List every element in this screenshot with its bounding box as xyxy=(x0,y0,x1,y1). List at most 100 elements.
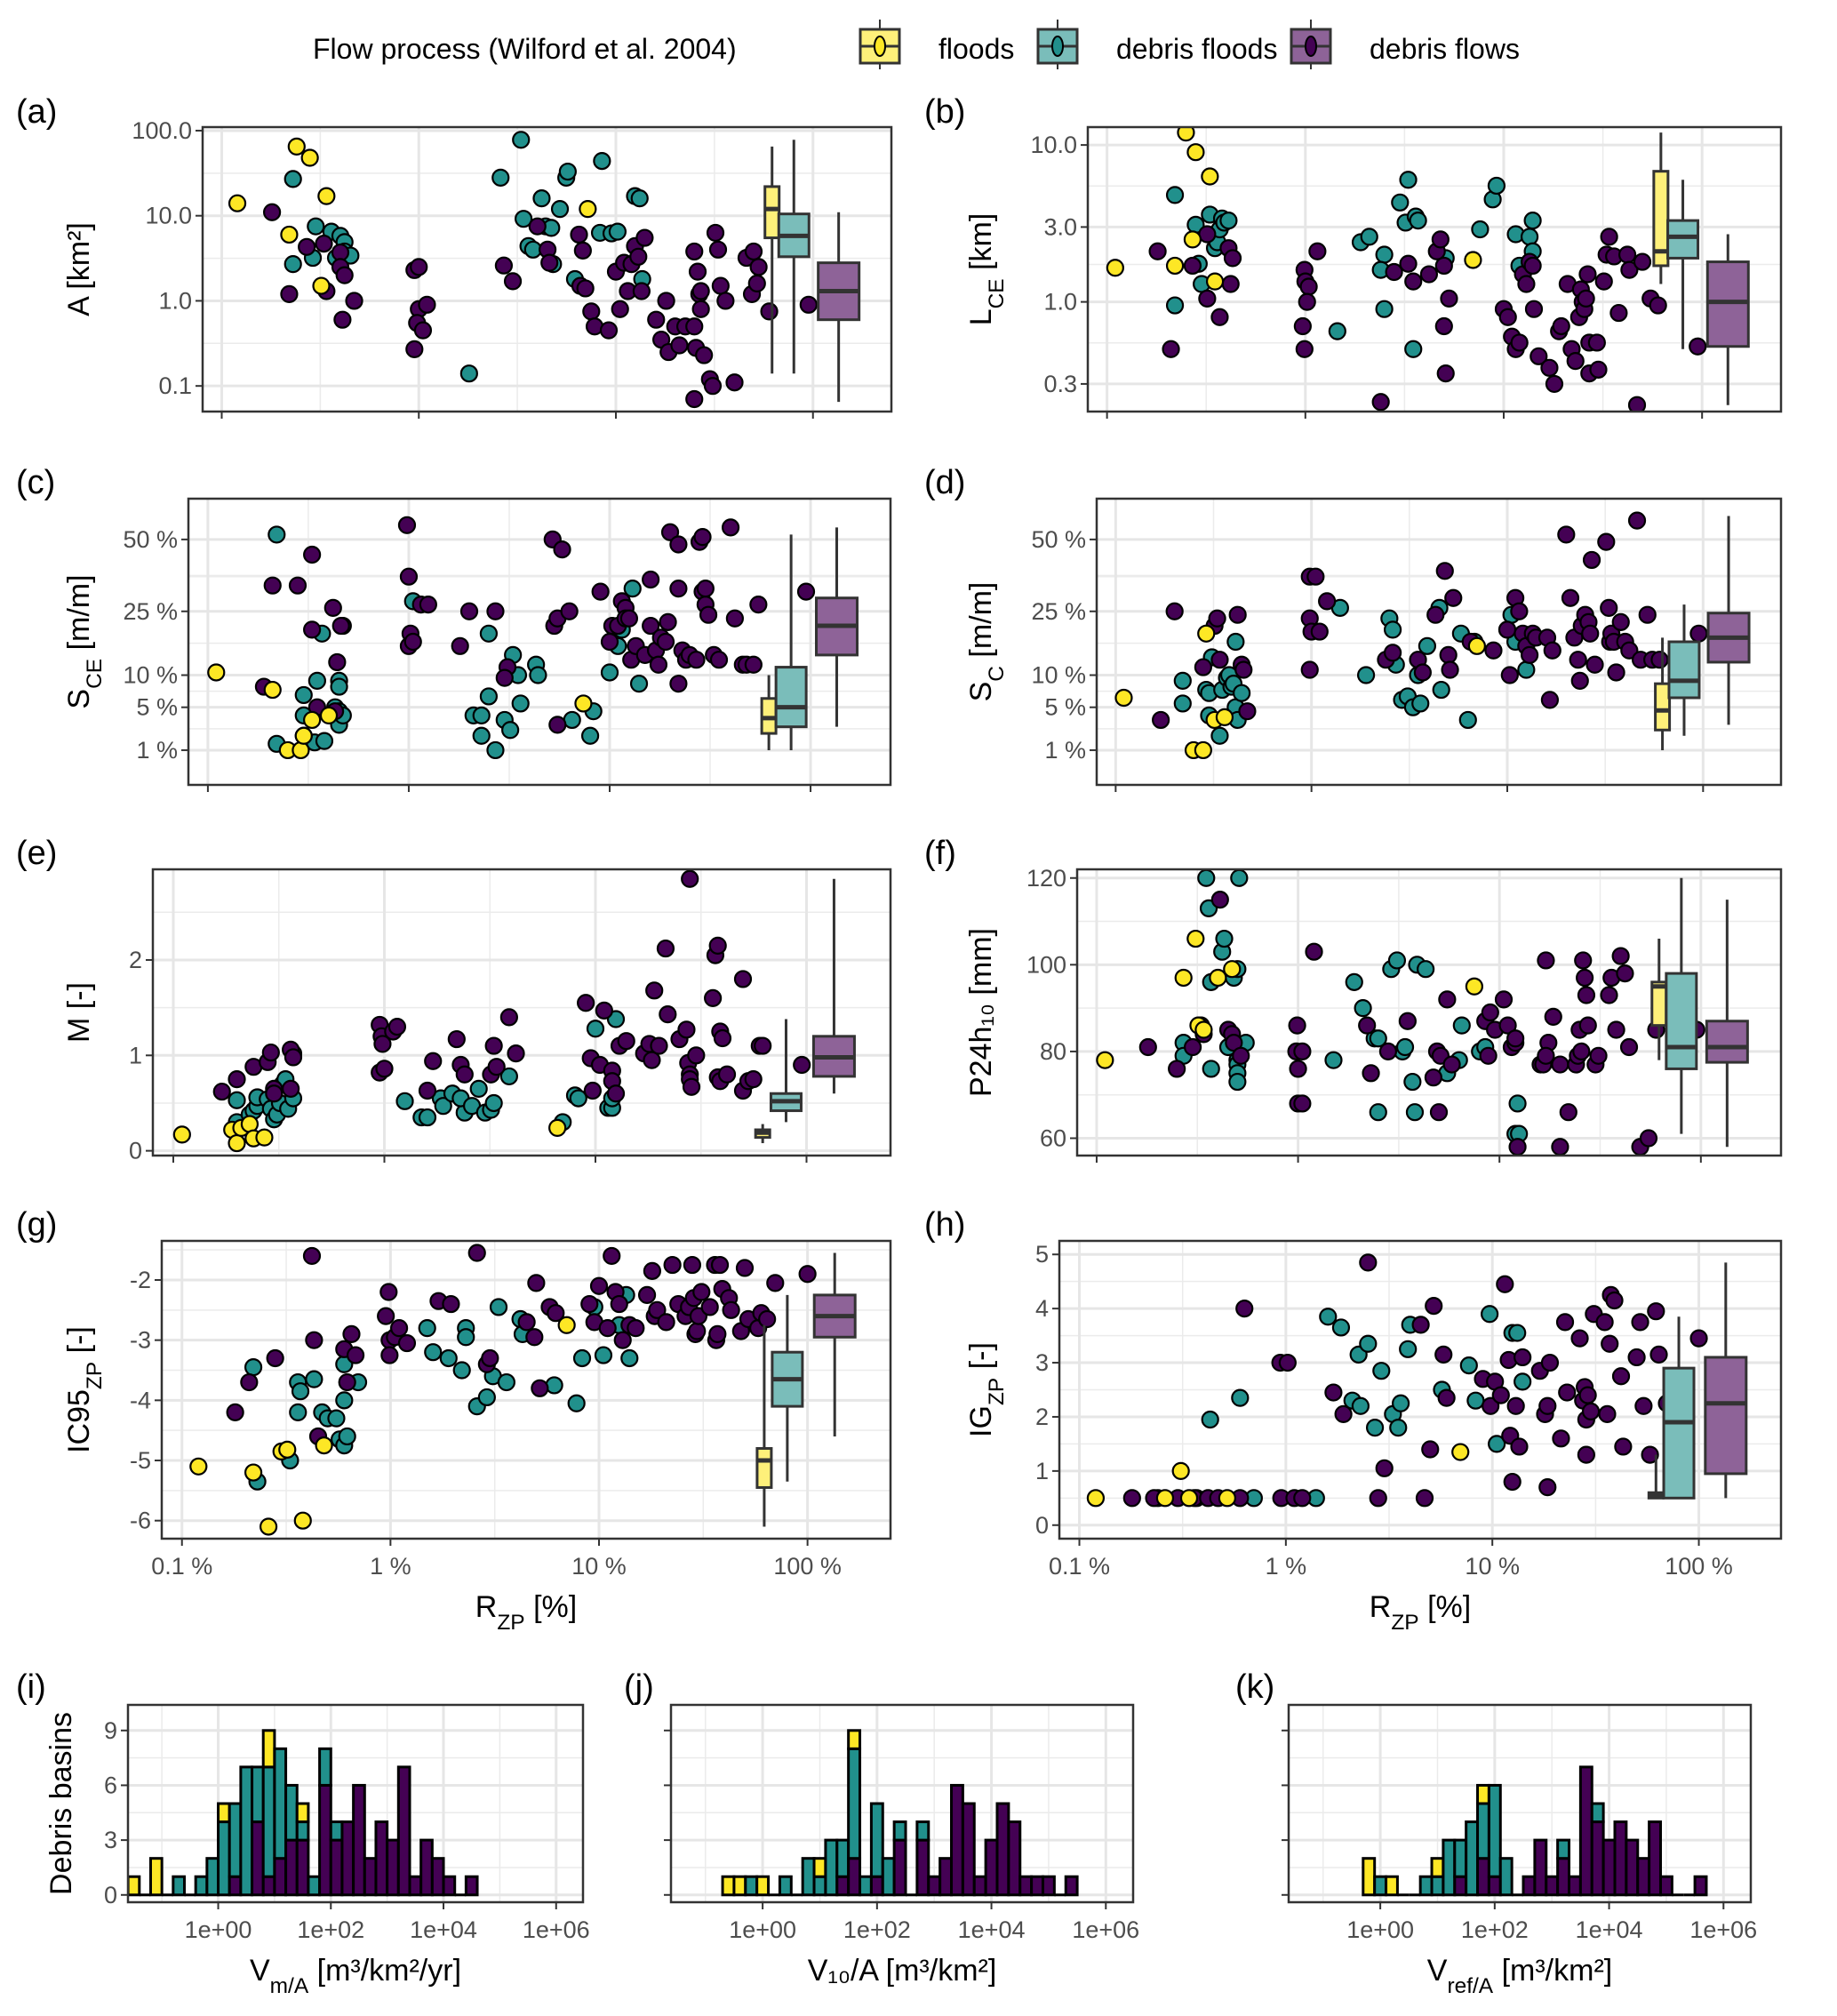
data-point-debris-flows xyxy=(1572,1042,1591,1061)
bar-debris-floods xyxy=(1498,1857,1514,1897)
x-tick-label: 1e+04 xyxy=(410,1916,477,1943)
boxplot-floods xyxy=(763,146,781,374)
data-point-debris-flows xyxy=(717,1065,737,1084)
data-point-debris-floods xyxy=(472,726,491,745)
data-point-debris-flows xyxy=(1620,260,1639,279)
data-point-debris-flows xyxy=(240,1372,259,1392)
y-tick-label: 1 % xyxy=(136,737,178,764)
data-point-debris-flows xyxy=(507,1044,525,1063)
boxplot-box xyxy=(1705,260,1750,348)
y-tick-label: 2 xyxy=(129,947,142,973)
data-point-floods xyxy=(263,680,282,700)
data-point-debris-flows xyxy=(682,1077,701,1096)
data-point-floods xyxy=(1186,143,1205,162)
panel-border xyxy=(1086,125,1783,413)
panel-tag: (f) xyxy=(924,835,956,872)
data-point-floods xyxy=(579,200,597,219)
data-point-debris-flows xyxy=(619,609,639,628)
boxplot-floods xyxy=(754,1124,771,1144)
data-point-debris-flows xyxy=(1506,1396,1525,1415)
panel-border xyxy=(1287,1703,1753,1904)
data-point-debris-floods xyxy=(1372,1362,1391,1380)
data-point-debris-floods xyxy=(486,740,505,760)
data-point-debris-flows xyxy=(1295,340,1314,358)
y-tick-label: -3 xyxy=(130,1327,151,1354)
data-point-debris-flows xyxy=(1570,671,1589,690)
data-point-debris-flows xyxy=(1552,1429,1570,1448)
data-point-debris-flows xyxy=(1598,1404,1617,1424)
panel-f: (f) 60 80 100 120 P24h₁₀ [mm] xyxy=(924,835,1783,1163)
data-point-debris-flows xyxy=(1138,1037,1157,1057)
data-point-debris-flows xyxy=(749,595,768,614)
data-point-debris-flows xyxy=(1168,1060,1186,1078)
y-tick-label: 50 % xyxy=(1031,526,1086,553)
data-point-debris-flows xyxy=(1424,1068,1442,1087)
y-tick-label: 3 xyxy=(104,1827,117,1853)
data-point-debris-flows xyxy=(1555,1313,1575,1332)
data-point-debris-flows xyxy=(495,668,514,687)
plot-area xyxy=(128,1729,479,1897)
legend-label: floods xyxy=(938,33,1014,65)
data-point-debris-flows xyxy=(1293,1042,1312,1061)
boxplot-debris-flows xyxy=(1704,1262,1748,1499)
bar-debris-floods xyxy=(329,1820,344,1842)
data-point-debris-floods xyxy=(1165,296,1185,315)
legend-title: Flow process (Wilford et al. 2004) xyxy=(313,33,737,65)
data-point-debris-flows xyxy=(688,1322,707,1340)
data-point-debris-flows xyxy=(405,340,424,358)
data-point-debris-floods xyxy=(1231,1388,1250,1407)
data-point-debris-flows xyxy=(1510,333,1529,352)
data-point-debris-flows xyxy=(346,1346,365,1364)
plot-background xyxy=(1097,499,1781,785)
data-point-debris-floods xyxy=(1403,1072,1422,1092)
data-point-debris-flows xyxy=(288,576,307,595)
data-point-debris-floods xyxy=(327,1409,346,1428)
data-point-debris-flows xyxy=(1434,1345,1453,1364)
data-point-debris-floods xyxy=(1452,1016,1471,1035)
data-point-debris-flows xyxy=(262,203,282,221)
data-point-debris-flows xyxy=(580,1294,599,1314)
panel-tag: (d) xyxy=(924,464,965,501)
bar-debris-flows xyxy=(869,1875,884,1897)
data-point-debris-flows xyxy=(1585,655,1604,674)
data-point-floods xyxy=(1209,968,1227,988)
data-point-debris-floods xyxy=(629,675,649,693)
bar-floods xyxy=(261,1729,276,1769)
data-point-debris-flows xyxy=(1426,605,1445,624)
data-point-debris-floods xyxy=(1488,1435,1506,1453)
plot-area xyxy=(1106,127,1750,412)
data-point-debris-flows xyxy=(1577,289,1595,308)
bar-debris-flows xyxy=(251,1820,265,1897)
panel-border xyxy=(160,1239,892,1540)
data-point-debris-flows xyxy=(265,1084,284,1103)
data-point-debris-flows xyxy=(611,300,629,318)
data-point-debris-flows xyxy=(1510,602,1529,620)
data-point-debris-floods xyxy=(1432,680,1450,700)
bar-debris-flows xyxy=(950,1783,964,1897)
data-point-debris-floods xyxy=(608,222,627,241)
bar-debris-flows xyxy=(273,1857,288,1897)
data-point-debris-flows xyxy=(1649,296,1667,315)
data-point-debris-flows xyxy=(657,1313,675,1332)
data-point-debris-floods xyxy=(395,1092,414,1110)
data-point-debris-flows xyxy=(338,1372,356,1392)
data-point-debris-flows xyxy=(1235,1300,1254,1318)
data-point-debris-flows xyxy=(603,1246,621,1266)
bar-debris-flows xyxy=(1568,1875,1582,1897)
data-point-debris-flows xyxy=(687,1046,706,1065)
data-point-floods xyxy=(1467,636,1486,655)
data-point-debris-flows xyxy=(484,1036,503,1055)
x-tick-label: 1e+02 xyxy=(843,1916,911,1943)
bar-debris-flows xyxy=(1522,1875,1537,1897)
data-point-debris-flows xyxy=(725,373,744,392)
data-point-debris-flows xyxy=(1440,289,1458,308)
data-point-debris-flows xyxy=(1358,1016,1377,1035)
data-point-debris-flows xyxy=(1223,249,1242,268)
data-point-debris-flows xyxy=(1419,265,1439,284)
data-point-debris-flows xyxy=(1633,252,1652,271)
data-point-floods xyxy=(244,1463,263,1482)
data-point-debris-flows xyxy=(1689,624,1708,643)
bar-floods xyxy=(847,1729,862,1750)
data-point-debris-floods xyxy=(594,1346,613,1364)
data-point-debris-flows xyxy=(1194,658,1212,676)
